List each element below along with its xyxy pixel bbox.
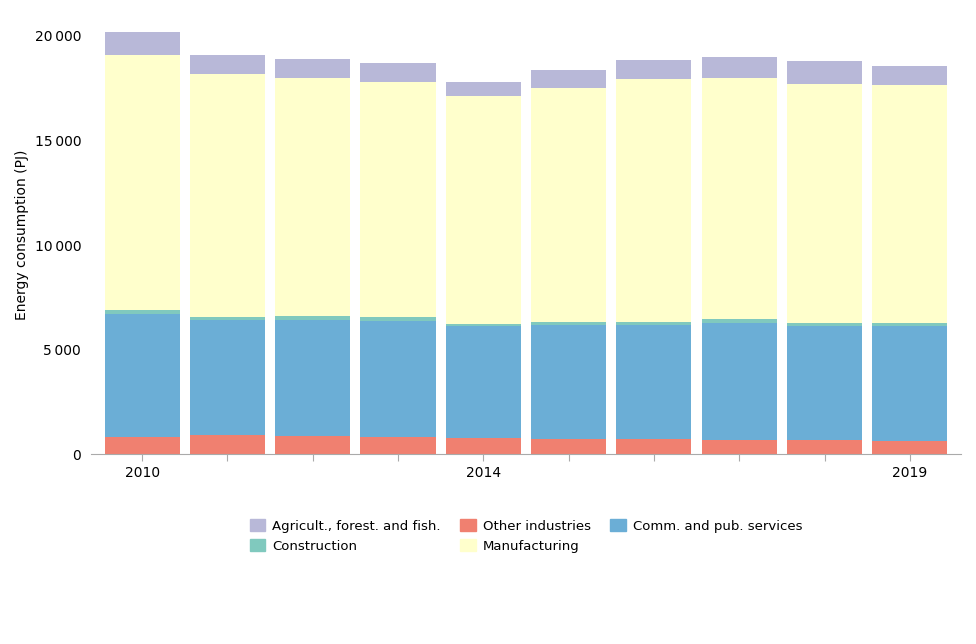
- Bar: [617, 325, 691, 439]
- Bar: [275, 316, 350, 319]
- Bar: [873, 326, 948, 440]
- Bar: [275, 319, 350, 436]
- Bar: [360, 437, 435, 455]
- Legend: Agricult., forest. and fish., Construction, Other industries, Manufacturing, Com: Agricult., forest. and fish., Constructi…: [244, 514, 808, 558]
- Bar: [190, 55, 264, 74]
- Bar: [702, 57, 777, 79]
- Bar: [190, 317, 264, 320]
- Bar: [360, 317, 435, 321]
- Bar: [702, 79, 777, 319]
- Bar: [787, 440, 862, 455]
- Bar: [873, 66, 948, 85]
- Bar: [702, 440, 777, 455]
- Bar: [873, 323, 948, 326]
- Bar: [190, 74, 264, 317]
- Bar: [360, 321, 435, 437]
- Bar: [104, 314, 180, 437]
- Bar: [787, 84, 862, 323]
- Bar: [873, 440, 948, 455]
- Bar: [104, 437, 180, 455]
- Bar: [787, 323, 862, 327]
- Bar: [531, 439, 606, 455]
- Bar: [787, 61, 862, 84]
- Bar: [702, 323, 777, 440]
- Bar: [360, 82, 435, 317]
- Bar: [617, 439, 691, 455]
- Bar: [190, 435, 264, 455]
- Bar: [446, 95, 521, 324]
- Bar: [873, 85, 948, 323]
- Bar: [787, 327, 862, 440]
- Bar: [702, 319, 777, 323]
- Bar: [446, 324, 521, 327]
- Bar: [617, 322, 691, 325]
- Bar: [531, 323, 606, 325]
- Bar: [446, 327, 521, 438]
- Bar: [104, 32, 180, 55]
- Bar: [275, 59, 350, 77]
- Bar: [190, 320, 264, 435]
- Bar: [360, 63, 435, 82]
- Bar: [104, 55, 180, 310]
- Bar: [446, 82, 521, 95]
- Bar: [617, 79, 691, 322]
- Bar: [104, 310, 180, 314]
- Y-axis label: Energy consumption (PJ): Energy consumption (PJ): [15, 149, 29, 320]
- Bar: [531, 325, 606, 439]
- Bar: [531, 88, 606, 323]
- Bar: [275, 77, 350, 316]
- Bar: [275, 436, 350, 455]
- Bar: [617, 61, 691, 79]
- Bar: [531, 70, 606, 88]
- Bar: [446, 438, 521, 455]
